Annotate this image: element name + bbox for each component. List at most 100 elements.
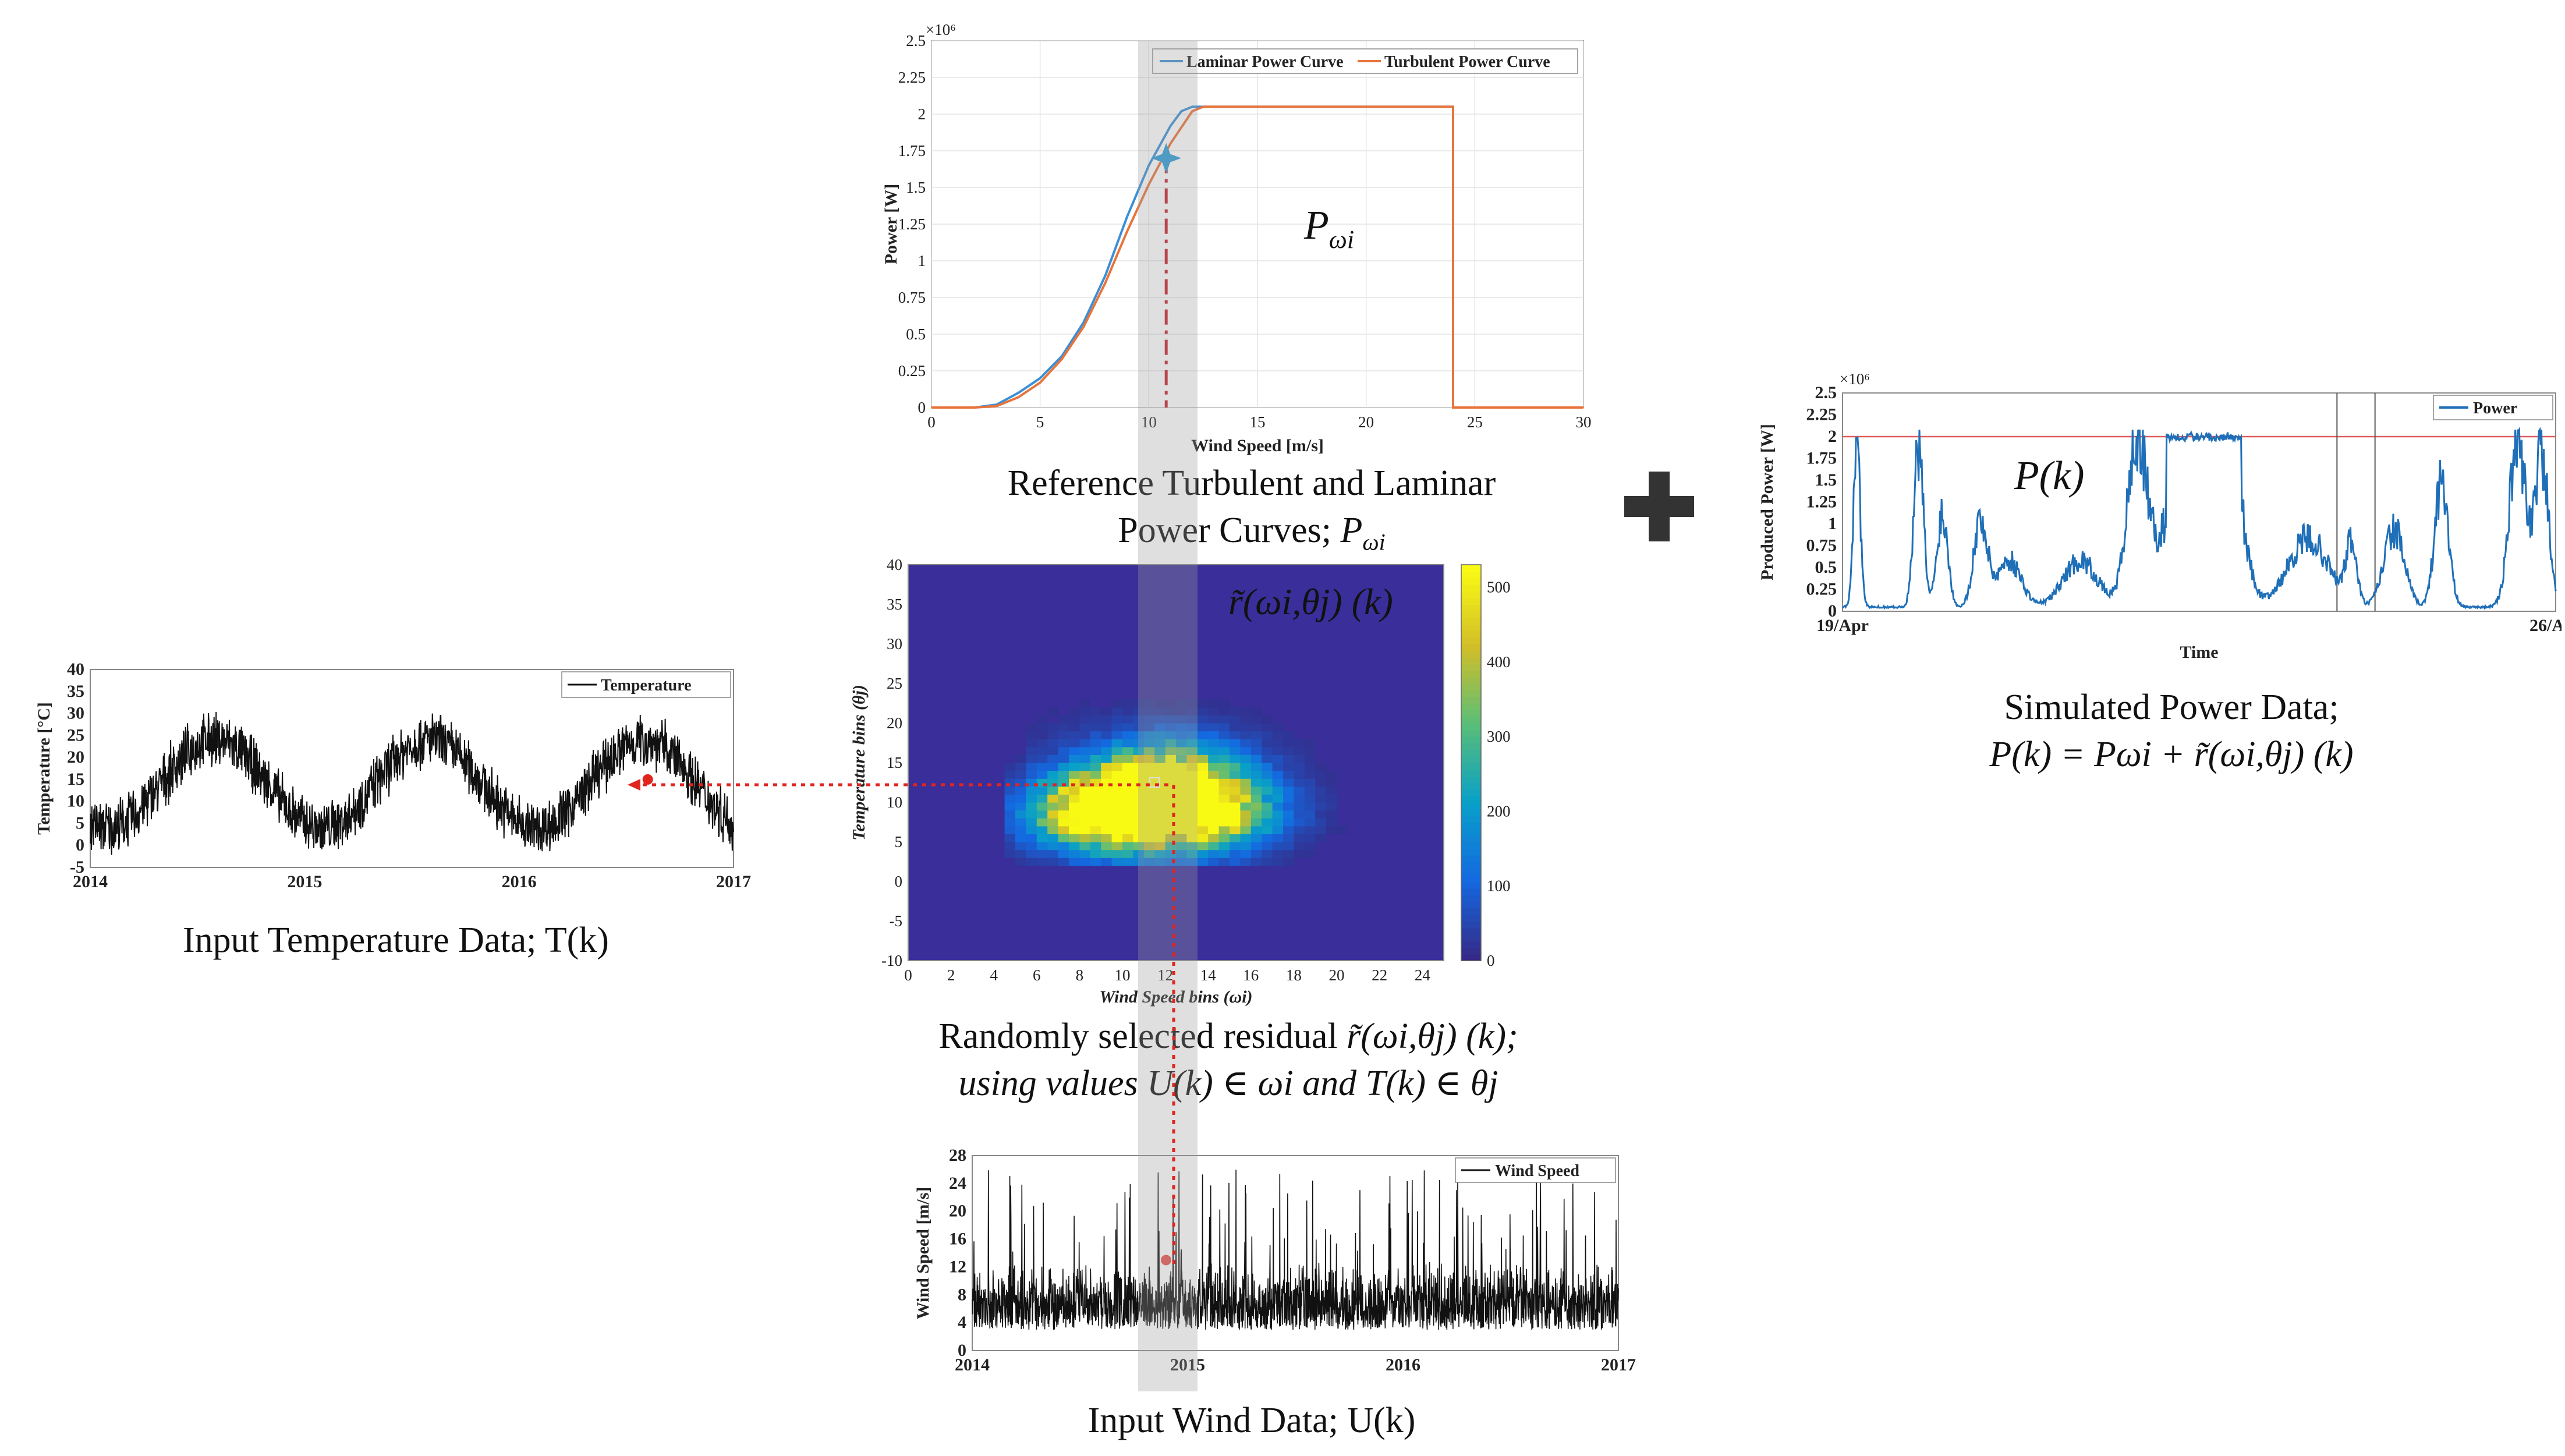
colorbar-segment [1461,664,1481,671]
y-tick-label: 2 [918,105,926,123]
heatmap-cell [1250,707,1262,715]
heatmap-cell [1240,723,1252,732]
heatmap-cell [1262,802,1273,811]
heatmap-cell [1122,763,1133,771]
heatmap-cell [1262,849,1273,858]
heatmap-cell [1165,818,1177,827]
heatmap-cell [1133,723,1145,732]
y-tick-label: 0 [895,873,903,890]
y-tick-label: 35 [67,682,84,701]
heatmap-cell [1272,849,1284,858]
heatmap-cell [1283,746,1294,755]
heatmap-cell [1250,739,1262,748]
heatmap-cell [1079,842,1091,851]
heatmap-cell [1101,849,1113,858]
heatmap-cell [1176,834,1187,842]
heatmap-cell [1326,794,1337,803]
heatmap-cell [1218,858,1230,866]
heatmap-cell [1272,763,1284,771]
heatmap-cell [1101,842,1113,851]
heatmap-cell [1079,707,1091,715]
plus-icon [1624,472,1694,541]
heatmap-cell [1058,842,1069,851]
heatmap-cell [1186,818,1198,827]
heatmap-cell [1240,834,1252,842]
x-tick-label: 2015 [287,872,322,891]
heatmap-cell [1304,842,1316,851]
heatmap-cell [1069,818,1080,827]
heatmap-cell [1036,715,1048,724]
heatmap-cell [1197,818,1209,827]
heatmap-cell [1250,746,1262,755]
x-tick-label: 8 [1076,966,1084,984]
heatmap-cell [1069,746,1080,755]
heatmap-cell [1304,794,1316,803]
heatmap-cell [1165,802,1177,811]
heatmap-cell [1208,842,1220,851]
heatmap-cell [1272,810,1284,819]
heatmap-cell [1250,770,1262,779]
heatmap-cell [1230,754,1241,763]
heatmap-cell [1176,754,1187,763]
heatmap-cell [1143,786,1155,795]
heatmap-cell [1208,770,1220,779]
heatmap-cell [1079,699,1091,708]
heatmap-cell [1090,834,1101,842]
heatmap-cell [1026,786,1037,795]
heatmap-cell [1004,794,1016,803]
heatmap-cell [1326,770,1337,779]
colorbar-segment [1461,815,1481,823]
heatmap-cell [1208,802,1220,811]
heatmap-cell [1283,739,1294,748]
heatmap-cell [1165,849,1177,858]
heatmap-cell [1208,731,1220,739]
colorbar-segment [1461,710,1481,717]
heatmap-cell [1026,810,1037,819]
x-tick-label: 12 [1157,966,1173,984]
heatmap-cell [1304,810,1316,819]
heatmap-cell [1240,778,1252,787]
heatmap-cell [1111,842,1123,851]
heatmap-cell [1026,834,1037,842]
heatmap-cell [1283,802,1294,811]
heatmap-cell [1250,842,1262,851]
y-axis-label: Produced Power [W] [1758,424,1777,580]
heatmap-cell [1230,770,1241,779]
heatmap-cell [1154,842,1166,851]
heatmap-cell [1315,786,1327,795]
heatmap-cell [1015,810,1026,819]
colorbar-segment [1461,927,1481,935]
y-tick-label: 20 [67,748,84,767]
heatmap-cell [1047,763,1059,771]
heatmap-cell [1111,723,1123,732]
heatmap-cell [1143,842,1155,851]
heatmap-cell [1122,810,1133,819]
colorbar-tick-label: 100 [1487,877,1511,895]
heatmap-cell [1186,707,1198,715]
inset-label-residual: r̃(ωi,θj) (k) [1228,581,1393,622]
heatmap-cell [1304,849,1316,858]
heatmap-cell [1176,842,1187,851]
colorbar-segment [1461,729,1481,737]
heatmap-cell [1036,802,1048,811]
heatmap-cell [1047,842,1059,851]
heatmap-cell [1122,770,1133,779]
heatmap-cell [1176,707,1187,715]
heatmap-cell [1101,707,1113,715]
heatmap-cell [1165,731,1177,739]
heatmap-cell [1262,786,1273,795]
heatmap-cell [1186,786,1198,795]
heatmap-cell [1250,849,1262,858]
heatmap-cell [1250,715,1262,724]
y-tick-label: 1.75 [1806,449,1837,468]
heatmap-cell [1176,739,1187,748]
colorbar-segment [1461,947,1481,955]
heatmap-cell [1283,810,1294,819]
heatmap-cell [1294,778,1305,787]
heatmap-cell [1101,794,1113,803]
heatmap-cell [1122,778,1133,787]
heatmap-cell [1058,802,1069,811]
heatmap-cell [1047,802,1059,811]
x-tick-label: 2014 [955,1355,990,1374]
heatmap-cell [1122,715,1133,724]
